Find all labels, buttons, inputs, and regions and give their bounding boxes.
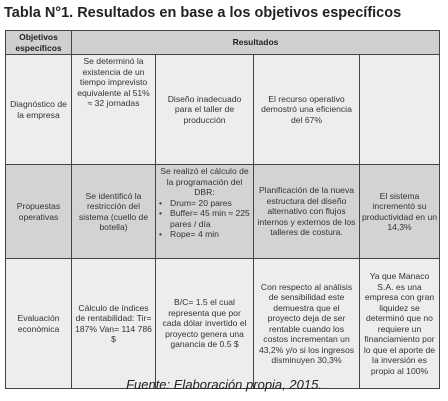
row-label: Evaluación económica <box>5 258 72 389</box>
table-cell: El sistema incrementó su productividad e… <box>359 164 440 259</box>
header-objectives: Objetivos específicos <box>5 30 72 55</box>
table-cell: Cálculo de índices de rentabilidad: Tir=… <box>71 258 156 389</box>
table-cell: Se identificó la restricción del sistema… <box>71 164 156 259</box>
list-item: Drum= 20 pares <box>159 198 251 209</box>
table-row-diagnostico: Diagnóstico de la empresa Se determinó l… <box>5 54 440 165</box>
results-table: Objetivos específicos Resultados Diagnós… <box>5 30 440 389</box>
table-header-row: Objetivos específicos Resultados <box>5 30 440 55</box>
table-cell: Ya que Manaco S.A. es una empresa con gr… <box>359 258 440 389</box>
table-cell: B/C= 1.5 el cual representa que por cada… <box>155 258 254 389</box>
source-caption: Fuente: Elaboración propia, 2015. <box>126 377 322 392</box>
row-label: Propuestas operativas <box>5 164 72 259</box>
dbr-cell: Se realizó el cálculo de la programación… <box>155 164 254 259</box>
list-item: Rope= 4 min <box>159 229 251 240</box>
table-title: Tabla N°1. Resultados en base a los obje… <box>4 5 402 21</box>
table-row-propuestas: Propuestas operativas Se identificó la r… <box>5 164 440 259</box>
list-item: Buffer= 45 min ≈ 225 pares / día <box>159 208 251 229</box>
table-row-evaluacion: Evaluación económica Cálculo de índices … <box>5 258 440 389</box>
dbr-intro: Se realizó el cálculo de la programación… <box>160 166 249 197</box>
table-cell: Diseño inadecuado para el taller de prod… <box>155 54 254 165</box>
table-cell: El recurso operativo demostró una eficie… <box>253 54 360 165</box>
row-label: Diagnóstico de la empresa <box>5 54 72 165</box>
header-results: Resultados <box>71 30 440 55</box>
table-cell: Planificación de la nueva estructura del… <box>253 164 360 259</box>
table-cell: Se determinó la existencia de un tiempo … <box>71 54 156 165</box>
table-cell <box>359 54 440 165</box>
table-cell: Con respecto al análisis de sensibilidad… <box>253 258 360 389</box>
dbr-list: Drum= 20 pares Buffer= 45 min ≈ 225 pare… <box>158 198 251 240</box>
